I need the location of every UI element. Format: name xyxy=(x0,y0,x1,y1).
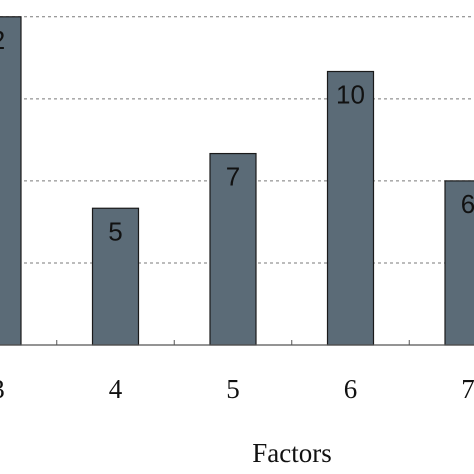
x-tick-label-6: 6 xyxy=(344,374,358,404)
bars: 2 5 7 10 6 xyxy=(0,16,474,346)
value-label-5: 7 xyxy=(226,162,240,192)
value-label-6: 10 xyxy=(336,80,365,110)
bar-6 xyxy=(326,70,375,346)
x-tick-label-7: 7 xyxy=(461,374,474,404)
x-tick-label-5: 5 xyxy=(226,374,240,404)
bar-3 xyxy=(0,16,22,346)
gridlines xyxy=(0,16,474,264)
bar-4 xyxy=(91,207,140,346)
bar-7 xyxy=(444,180,474,346)
value-label-3: 2 xyxy=(0,25,5,55)
x-tick-label-4: 4 xyxy=(109,374,123,404)
value-label-4: 5 xyxy=(108,216,122,246)
x-axis-label: Factors xyxy=(252,438,331,468)
value-label-7: 6 xyxy=(461,189,474,219)
x-ticks: 3 4 5 6 7 xyxy=(0,340,474,404)
x-tick-label-3: 3 xyxy=(0,374,5,404)
